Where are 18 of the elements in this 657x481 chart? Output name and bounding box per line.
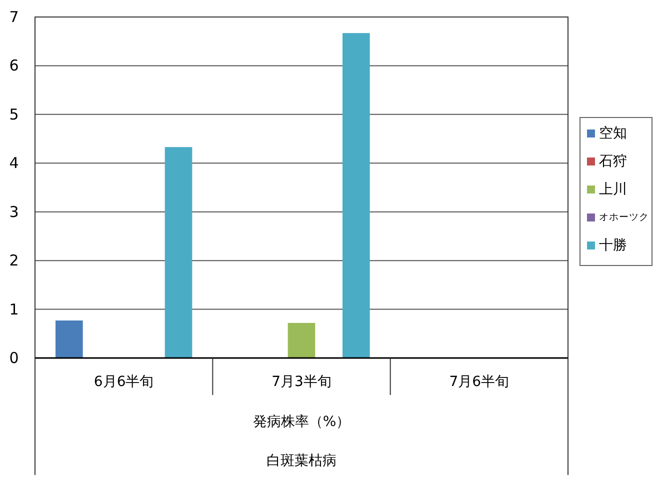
- legend-label: 空知: [599, 126, 627, 142]
- legend-label: 十勝: [599, 238, 627, 254]
- y-tick-label: 2: [9, 252, 19, 270]
- x-tick-label: 6月6半旬: [94, 374, 154, 390]
- y-tick-label: 0: [9, 349, 19, 367]
- legend-label: オホーツク: [599, 212, 649, 223]
- x-tick-label: 7月3半旬: [272, 374, 332, 390]
- y-tick-label: 1: [9, 300, 19, 318]
- y-tick-label: 6: [9, 56, 19, 75]
- legend-label: 上川: [599, 182, 627, 198]
- x-tick-label: 7月6半旬: [449, 374, 510, 390]
- text: 白斑葉枯病: [266, 453, 336, 469]
- y-tick-label: 7: [9, 8, 19, 26]
- legend-label: 石狩: [599, 154, 627, 170]
- y-tick-label: 4: [9, 154, 19, 172]
- x-axis-title: 発病株率（%）: [252, 414, 350, 430]
- y-tick-label: 3: [9, 202, 19, 221]
- y-tick-label: 5: [9, 105, 19, 124]
